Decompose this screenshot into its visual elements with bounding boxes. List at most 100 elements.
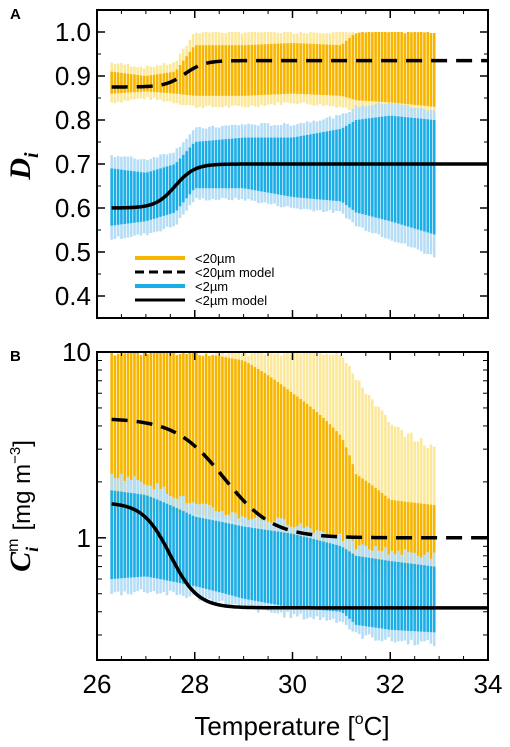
bar-inner-c20 — [156, 352, 159, 512]
bar-inner-c2 — [416, 118, 420, 230]
bar-inner-c20 — [204, 353, 208, 516]
bar-inner-c2 — [214, 520, 218, 592]
bar-inner-c20 — [240, 45, 244, 96]
bar-inner-c2 — [250, 527, 254, 601]
bar-inner-c2 — [367, 557, 371, 627]
bar-inner-c2 — [325, 542, 328, 611]
bar-inner-c20 — [305, 404, 309, 542]
bar-inner-c2 — [318, 540, 322, 611]
bar-inner-c20 — [335, 431, 338, 550]
panel-a-y-axis-label: Di — [4, 152, 43, 181]
bar-inner-c20 — [328, 44, 332, 96]
bar-inner-c2 — [129, 492, 133, 578]
bar-inner-c2 — [299, 136, 302, 198]
bar-inner-c2 — [152, 170, 156, 219]
bar-inner-c2 — [429, 119, 433, 234]
bar-inner-c20 — [152, 74, 156, 93]
bar-inner-c20 — [426, 32, 429, 107]
model-curve-c20 — [111, 417, 488, 540]
bar-inner-c2 — [322, 132, 325, 200]
bar-inner-c20 — [230, 45, 234, 96]
bar-inner-c2 — [276, 531, 280, 605]
bar-inner-c20 — [214, 355, 218, 518]
bar-inner-c20 — [224, 45, 227, 96]
panel-b-ylabel-units-sup: −3 — [7, 447, 24, 464]
bar-inner-c2 — [380, 116, 384, 220]
bar-inner-c20 — [133, 352, 136, 510]
bar-inner-c20 — [338, 434, 342, 551]
bar-inner-c20 — [341, 440, 345, 552]
bar-inner-c2 — [175, 508, 179, 583]
bar-inner-c2 — [305, 537, 309, 609]
bar-inner-c2 — [133, 171, 136, 223]
y-tick-label: 0.7 — [55, 149, 91, 179]
bar-inner-c20 — [400, 32, 403, 104]
bar-inner-c20 — [283, 386, 286, 536]
bar-inner-c20 — [243, 361, 247, 524]
bar-inner-c20 — [142, 75, 146, 92]
bar-inner-c2 — [237, 525, 241, 598]
x-tick-label: 26 — [83, 669, 112, 699]
panel-a-model-curves — [111, 58, 488, 210]
bar-inner-c20 — [204, 45, 208, 96]
x-axis-label: Temperature [oC] — [194, 711, 389, 741]
bar-inner-c20 — [227, 45, 231, 96]
bar-inner-c2 — [240, 526, 244, 599]
bar-inner-c2 — [292, 137, 296, 198]
bar-inner-c2 — [116, 491, 120, 579]
bar-inner-c20 — [234, 45, 237, 96]
bar-inner-c2 — [243, 526, 247, 600]
bar-inner-c20 — [400, 501, 403, 568]
bar-inner-c2 — [364, 118, 368, 215]
bar-inner-c2 — [400, 116, 403, 225]
bar-inner-c20 — [384, 32, 387, 103]
bar-inner-c20 — [182, 352, 185, 513]
bar-inner-c20 — [185, 56, 188, 95]
bar-inner-c20 — [175, 69, 179, 94]
bar-inner-c20 — [175, 355, 179, 513]
bar-inner-c20 — [286, 43, 289, 94]
bar-inner-c20 — [123, 73, 126, 93]
panel-a-y-ticks: 0.4 0.5 0.6 0.7 0.8 0.9 1.0 — [55, 17, 488, 319]
bar-inner-c20 — [188, 51, 192, 96]
bar-inner-c20 — [146, 75, 149, 92]
bar-inner-c20 — [165, 352, 169, 512]
bar-inner-c2 — [120, 169, 123, 225]
bar-inner-c20 — [208, 355, 211, 517]
bar-inner-c20 — [188, 352, 192, 514]
bar-inner-c2 — [283, 532, 286, 607]
bar-inner-c20 — [387, 498, 390, 567]
panel-b-ylabel-close: ] — [9, 440, 36, 447]
bar-inner-c20 — [139, 75, 143, 92]
bar-inner-c2 — [302, 135, 306, 199]
model-curve-c2 — [111, 502, 488, 610]
bar-inner-c2 — [142, 494, 146, 577]
bar-inner-c20 — [185, 353, 188, 514]
bar-inner-c20 — [393, 32, 397, 103]
bar-inner-c20 — [397, 500, 400, 568]
bar-inner-c20 — [361, 478, 364, 563]
y-tick-label: 0.5 — [55, 237, 91, 267]
bar-inner-c2 — [247, 527, 250, 600]
bar-inner-c2 — [348, 551, 351, 619]
panel-a-ylabel-sub: i — [21, 152, 43, 158]
bar-inner-c2 — [419, 564, 423, 632]
bar-inner-c2 — [172, 506, 175, 582]
panel-b-model-curves — [111, 417, 488, 610]
bar-inner-c20 — [217, 356, 221, 519]
bar-inner-c20 — [201, 355, 205, 516]
bar-inner-c2 — [182, 511, 185, 584]
bar-inner-c2 — [377, 559, 381, 629]
bar-inner-c20 — [384, 495, 387, 566]
bar-inner-c20 — [116, 353, 120, 509]
bar-inner-c2 — [318, 132, 322, 200]
legend: <20µm <20µm model <2µm <2µm model — [135, 251, 275, 308]
bar-inner-c20 — [341, 43, 345, 97]
bar-inner-c2 — [292, 534, 296, 608]
bar-inner-c20 — [348, 37, 351, 99]
bar-inner-c20 — [120, 352, 123, 509]
bar-inner-c20 — [413, 32, 416, 105]
bar-inner-c2 — [230, 524, 234, 596]
legend-label-c2-model: <2µm model — [195, 293, 267, 308]
